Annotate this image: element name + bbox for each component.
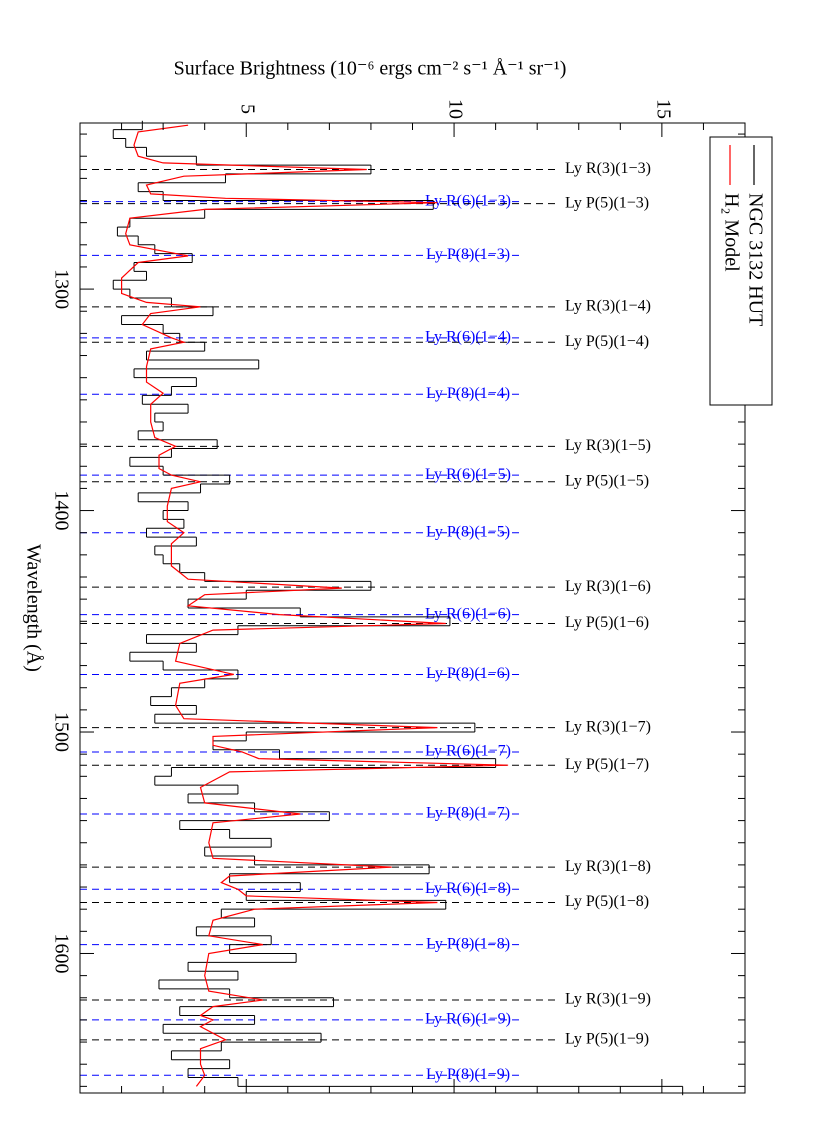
annotation-label: Ly R(6)(1−5) — [425, 466, 511, 483]
x-axis-label: Wavelength (Å) — [22, 544, 44, 672]
annotation-label: Ly P(8)(1−8) — [426, 935, 510, 952]
annotation-label: Ly R(3)(1−6) — [565, 578, 651, 595]
y-tick-label: 10 — [444, 99, 466, 119]
annotation-label: Ly P(5)(1−7) — [565, 756, 649, 773]
annotation-label: Ly P(5)(1−3) — [565, 194, 649, 211]
chart-title: Surface Brightness (10⁻⁶ ergs cm⁻² s⁻¹ Å… — [174, 58, 567, 80]
annotation-label: Ly P(8)(1−6) — [426, 665, 510, 682]
annotation-label: Ly R(3)(1−7) — [565, 718, 651, 735]
model-line — [121, 124, 509, 1087]
annotation-label: Ly R(6)(1−9) — [425, 1011, 511, 1028]
annotation-label: Ly P(5)(1−6) — [565, 614, 649, 631]
x-tick-label: 1300 — [50, 269, 72, 309]
y-tick-label: 15 — [652, 99, 674, 119]
annotation-label: Ly P(8)(1−3) — [426, 246, 510, 263]
y-tick-label: 5 — [237, 104, 259, 114]
annotation-label: Ly P(8)(1−9) — [426, 1066, 510, 1083]
annotation-label: Ly P(8)(1−7) — [426, 805, 510, 822]
annotation-label: Ly P(5)(1−9) — [565, 1031, 649, 1048]
annotation-label: Ly R(6)(1−7) — [425, 743, 511, 760]
annotation-label: Ly R(3)(1−4) — [565, 297, 651, 314]
annotation-label: Ly R(6)(1−3) — [425, 192, 511, 209]
annotation-label: Ly R(3)(1−9) — [565, 991, 651, 1008]
annotation-label: Ly P(8)(1−5) — [426, 523, 510, 540]
annotation-label: Ly P(5)(1−5) — [565, 472, 649, 489]
annotation-label: Ly P(8)(1−4) — [426, 385, 510, 402]
annotation-label: Ly R(3)(1−5) — [565, 437, 651, 454]
annotation-label: Ly P(5)(1−4) — [565, 333, 649, 350]
legend-label: NGC 3132 HUT — [744, 193, 766, 326]
annotation-label: Ly R(3)(1−8) — [565, 858, 651, 875]
annotation-label: Ly R(3)(1−3) — [565, 160, 651, 177]
annotation-label: Ly P(5)(1−8) — [565, 893, 649, 910]
annotation-label: Ly R(6)(1−8) — [425, 880, 511, 897]
x-tick-label: 1500 — [50, 712, 72, 752]
legend-label: H₂ Model — [720, 193, 742, 272]
plot-frame — [79, 122, 746, 1094]
x-tick-label: 1400 — [50, 491, 72, 531]
legend-box — [709, 136, 773, 406]
x-tick-label: 1600 — [50, 933, 72, 973]
annotation-label: Ly R(6)(1−4) — [425, 328, 511, 345]
annotation-label: Ly R(6)(1−6) — [425, 605, 511, 622]
